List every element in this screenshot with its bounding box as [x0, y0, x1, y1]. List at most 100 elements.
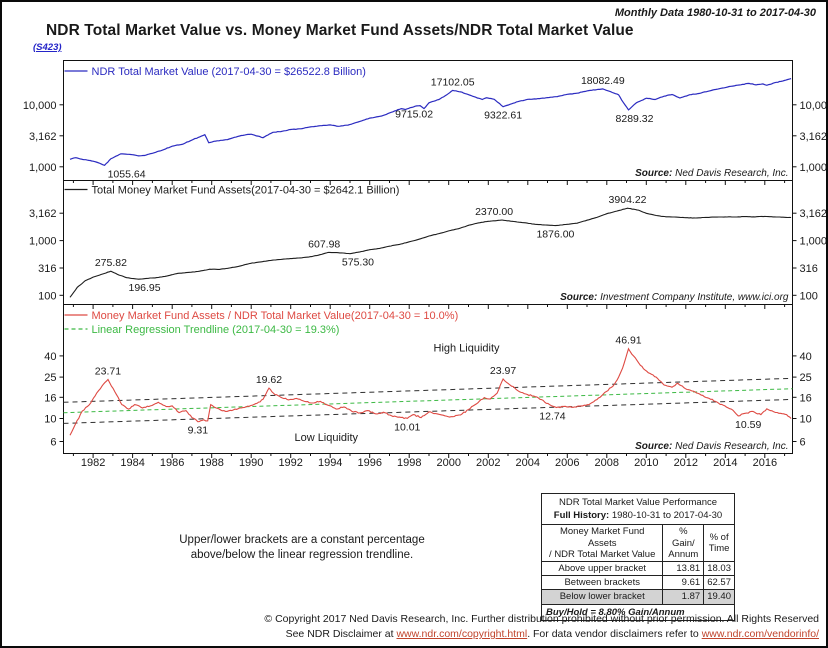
- perf-cell: Between brackets: [540, 575, 664, 591]
- y-axis-label-right: 10: [800, 414, 812, 426]
- legend-label: Money Market Fund Assets / NDR Total Mar…: [92, 310, 459, 322]
- y-axis-label-left: 3,162: [29, 131, 57, 143]
- x-axis-year-label: 1986: [160, 457, 184, 469]
- data-annotation: 8289.32: [616, 113, 654, 125]
- series-total-money-market-fund-assets: [69, 207, 792, 298]
- performance-table-header: Money Market Fund Assets / NDR Total Mark…: [540, 524, 735, 563]
- x-axis-year-label: 2012: [674, 457, 698, 469]
- data-annotation: 10.01: [394, 421, 420, 433]
- panel-frame-3: [63, 304, 793, 454]
- x-axis-year-label: 2016: [753, 457, 777, 469]
- data-annotation: 275.82: [95, 257, 127, 269]
- brackets-note-line1: Upper/lower brackets are a constant perc…: [179, 534, 425, 546]
- y-axis-label-left: 40: [44, 351, 56, 363]
- perf-cell: 1.87: [662, 589, 705, 605]
- legend-label: Linear Regression Trendline (2017-04-30 …: [92, 324, 340, 336]
- liquidity-label: High Liquidity: [434, 343, 501, 355]
- y-axis-label-left: 3,162: [29, 208, 57, 220]
- data-annotation: 18082.49: [581, 75, 625, 87]
- data-annotation: 9.31: [188, 425, 209, 437]
- y-axis-label-left: 10,000: [23, 100, 57, 112]
- y-axis-label-left: 316: [38, 263, 56, 275]
- x-axis-year-label: 1998: [397, 457, 421, 469]
- panel-frame-2: [63, 180, 793, 305]
- period-label: Monthly Data 1980-10-31 to 2017-04-30: [614, 7, 816, 19]
- data-annotation: 46.91: [615, 335, 641, 347]
- y-axis-label-left: 10: [44, 414, 56, 426]
- series-lower-bracket: [63, 398, 793, 424]
- brackets-note: Upper/lower brackets are a constant perc…: [92, 533, 512, 563]
- perf-table-footnote: Buy/Hold = 8.80% Gain/Annum: [541, 603, 735, 621]
- perf-col-header: % Gain/Annum: [662, 524, 705, 563]
- source-label: Source: Ned Davis Research, Inc.: [635, 168, 788, 179]
- y-axis-label-right: 16: [800, 392, 812, 404]
- y-axis-label-right: 10,000: [800, 100, 828, 112]
- data-annotation: 607.98: [308, 238, 340, 250]
- y-axis-label-left: 25: [44, 372, 56, 384]
- series-ndr-total-market-value: [69, 78, 792, 166]
- y-axis-label-right: 100: [800, 290, 818, 302]
- data-annotation: 196.95: [129, 282, 161, 294]
- data-annotation: 19.62: [256, 374, 282, 386]
- y-axis-label-right: 40: [800, 351, 812, 363]
- perf-cell: Below lower bracket: [540, 589, 664, 605]
- x-axis-year-label: 2010: [634, 457, 658, 469]
- source-label: Source: Investment Company Institute, ww…: [560, 292, 789, 303]
- y-axis-label-right: 1,000: [800, 236, 828, 248]
- perf-cell: 13.81: [662, 561, 705, 577]
- disclaimer-line: See NDR Disclaimer at www.ndr.com/copyri…: [122, 627, 819, 642]
- brackets-note-line2: above/below the linear regression trendl…: [190, 549, 414, 561]
- perf-table-row: Between brackets 9.61 62.57: [540, 575, 735, 591]
- y-axis-label-right: 3,162: [800, 131, 828, 143]
- data-annotation: 23.97: [490, 365, 516, 377]
- perf-table-row: Below lower bracket 1.87 19.40: [540, 589, 735, 605]
- y-axis-label-right: 25: [800, 372, 812, 384]
- y-axis-label-right: 3,162: [800, 208, 828, 220]
- x-axis-year-label: 2006: [555, 457, 579, 469]
- x-axis-year-label: 1994: [318, 457, 342, 469]
- x-axis-year-label: 1982: [81, 457, 105, 469]
- data-annotation: 1876.00: [536, 229, 574, 241]
- data-annotation: 17102.05: [431, 76, 475, 88]
- data-annotation: 2370.00: [475, 206, 513, 218]
- y-axis-label-left: 6: [50, 437, 56, 449]
- series-mmf-assets-to-market-value-ratio: [69, 347, 792, 436]
- performance-table-title: NDR Total Market Value Performance: [541, 493, 735, 510]
- series-upper-bracket: [63, 377, 793, 403]
- perf-cell: 18.03: [703, 561, 735, 577]
- perf-cell: 62.57: [703, 575, 735, 591]
- x-axis-year-label: 1992: [278, 457, 302, 469]
- y-axis-label-left: 16: [44, 392, 56, 404]
- x-axis-year-label: 2000: [437, 457, 461, 469]
- copyright-line: © Copyright 2017 Ned Davis Research, Inc…: [264, 613, 819, 625]
- page-title: NDR Total Market Value vs. Money Market …: [46, 22, 634, 39]
- source-label: Source: Ned Davis Research, Inc.: [635, 441, 788, 452]
- three-panel-chart: 1,000 1,000 3,162 3,162 10,000 10,000 1055.64 9…: [23, 60, 828, 469]
- legend-label: Total Money Market Fund Assets(2017-04-3…: [92, 185, 400, 197]
- y-axis-label-left: 1,000: [29, 236, 57, 248]
- x-axis-year-label: 1988: [199, 457, 223, 469]
- perf-cell: 9.61: [662, 575, 705, 591]
- data-annotation: 23.71: [95, 366, 121, 378]
- performance-table: NDR Total Market Value Performance Full …: [540, 493, 735, 621]
- disclaimer-link[interactable]: www.ndr.com/vendorinfo/: [701, 628, 819, 640]
- data-annotation: 12.74: [539, 411, 565, 423]
- y-axis-label-right: 316: [800, 263, 818, 275]
- series-linear-regression-trendline: [63, 388, 793, 414]
- perf-cell: 19.40: [703, 589, 735, 605]
- y-axis-label-right: 6: [800, 437, 806, 449]
- disclaimer-link[interactable]: www.ndr.com/copyright.html: [396, 628, 528, 640]
- x-axis-year-label: 2014: [713, 457, 737, 469]
- perf-cell: Above upper bracket: [540, 561, 664, 577]
- chart-id-link[interactable]: (S423): [33, 42, 62, 53]
- legend-label: NDR Total Market Value (2017-04-30 = $26…: [92, 66, 366, 78]
- perf-table-row: Above upper bracket 13.81 18.03: [540, 561, 735, 577]
- perf-col-header: % of Time: [703, 524, 735, 563]
- x-axis-year-label: 2002: [476, 457, 500, 469]
- y-axis-label-left: 1,000: [29, 162, 57, 174]
- x-axis-year-label: 2004: [516, 457, 540, 469]
- disclaimer-text: See NDR Disclaimer at: [285, 628, 397, 640]
- data-annotation: 9322.61: [484, 110, 522, 122]
- x-axis-year-label: 2008: [595, 457, 619, 469]
